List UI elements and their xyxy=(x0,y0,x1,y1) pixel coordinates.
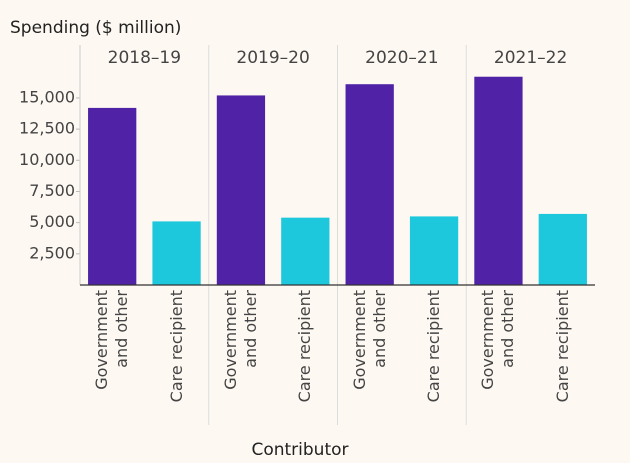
bar xyxy=(345,84,394,285)
y-tick-label: 5,000 xyxy=(29,212,75,231)
facet-label: 2019–20 xyxy=(236,48,309,68)
facet-label: 2021–22 xyxy=(494,48,567,68)
y-tick-label: 12,500 xyxy=(19,119,75,138)
y-tick-label: 15,000 xyxy=(19,87,75,106)
bar xyxy=(474,76,523,285)
x-tick-label: Care recipient xyxy=(295,290,315,403)
x-tick-label: Government and other xyxy=(92,290,132,390)
x-tick-label: Government and other xyxy=(349,290,389,390)
facet-label: 2020–21 xyxy=(365,48,438,68)
x-tick-label: Care recipient xyxy=(166,290,186,403)
x-tick-label: Government and other xyxy=(220,290,260,390)
bar xyxy=(538,213,587,285)
x-tick-label: Care recipient xyxy=(424,290,444,403)
x-axis-title: Contributor xyxy=(251,440,348,460)
y-tick-label: 2,500 xyxy=(29,243,75,262)
bar xyxy=(281,217,330,285)
y-tick-label: 7,500 xyxy=(29,181,75,200)
x-tick-label: Care recipient xyxy=(552,290,572,403)
x-tick-label: Government and other xyxy=(478,290,518,390)
chart-title: Spending ($ million) xyxy=(10,18,181,38)
bar xyxy=(216,95,266,285)
facet-label: 2018–19 xyxy=(108,48,181,68)
y-tick-label: 10,000 xyxy=(19,150,75,169)
bar xyxy=(88,107,137,285)
bar xyxy=(152,221,201,285)
bar xyxy=(409,216,459,285)
